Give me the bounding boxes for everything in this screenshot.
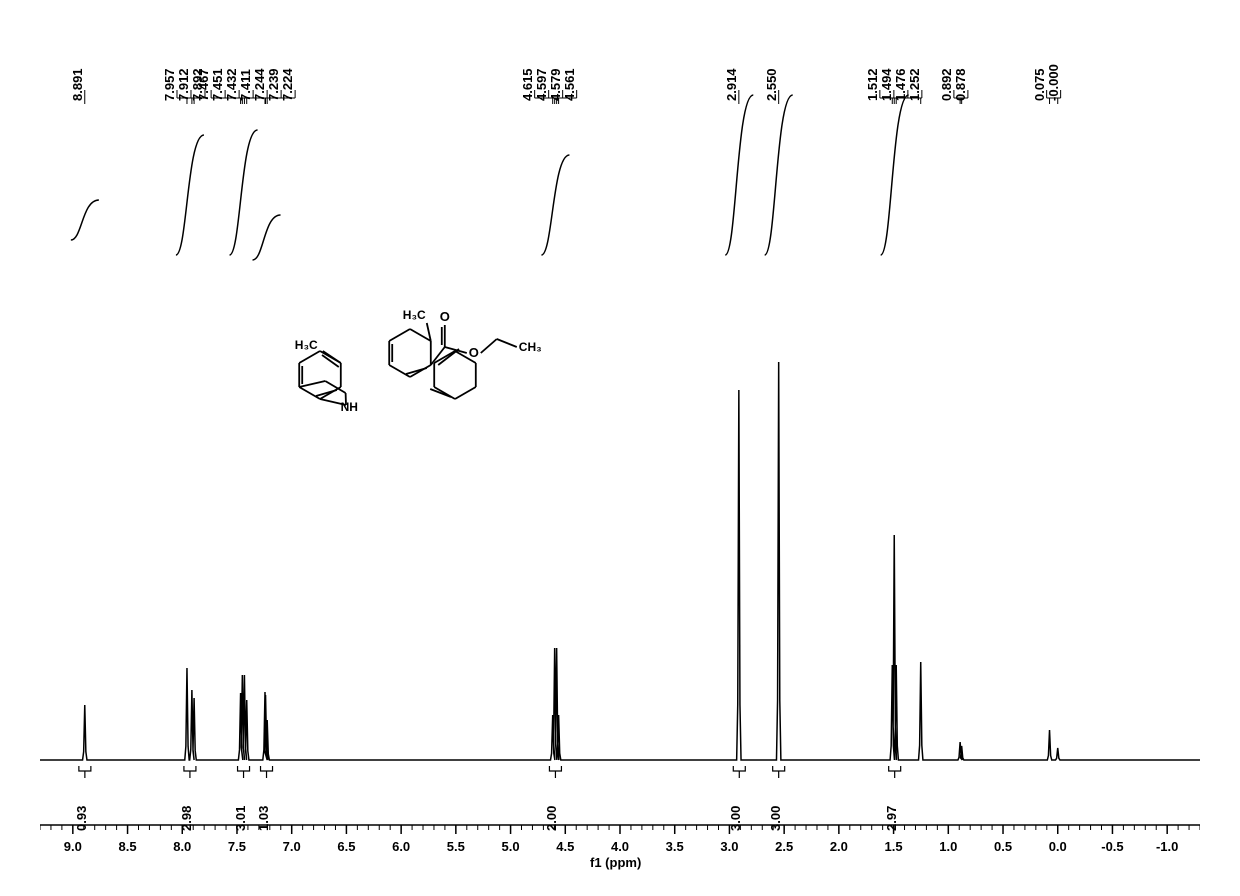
peak-label: 7.224 [280,68,295,101]
axis-tick-label: 5.5 [447,839,465,854]
axis-tick-label: -0.5 [1101,839,1123,854]
peak-label: 8.891 [70,68,85,101]
axis-tick-label: 9.0 [64,839,82,854]
peak-label: 7.432 [224,68,239,101]
axis-tick-label: 0.5 [994,839,1012,854]
peak-label: 1.512 [865,68,880,101]
axis-tick-label: 3.0 [720,839,738,854]
axis-tick-label: 1.0 [939,839,957,854]
axis-tick-label: 0.0 [1049,839,1067,854]
axis-tick-label: 6.0 [392,839,410,854]
peak-label: 1.476 [893,68,908,101]
peak-label: 0.878 [953,68,968,101]
peak-label: 2.550 [764,68,779,101]
peak-label: 0.892 [939,68,954,101]
axis-tick-label: 6.5 [337,839,355,854]
peak-label: 4.615 [520,68,535,101]
svg-text:H₃C: H₃C [403,308,426,322]
integration-label: 3.00 [728,806,743,831]
peak-label: 7.467 [196,68,211,101]
peak-label: 1.252 [907,68,922,101]
peak-label: 7.411 [238,69,253,101]
axis-tick-label: 4.0 [611,839,629,854]
peak-label: -0.000 [1046,64,1061,101]
peak-label: 1.494 [879,68,894,101]
integration-curves [71,95,909,260]
integration-label: 1.03 [256,806,271,831]
axis-title: f1 (ppm) [590,855,641,870]
peak-label: 4.561 [562,68,577,101]
peak-label: 4.597 [534,68,549,101]
axis-tick-label: 3.5 [666,839,684,854]
peak-label: 0.075 [1032,68,1047,101]
integration-label: 0.93 [74,806,89,831]
svg-text:O: O [469,345,479,360]
axis-tick-label: 1.5 [885,839,903,854]
svg-text:NH: NH [341,400,358,414]
peak-label: 7.912 [176,68,191,101]
integration-label: 3.00 [768,806,783,831]
peak-label: 7.451 [210,68,225,101]
axis-tick-label: 5.0 [502,839,520,854]
svg-text:CH₃: CH₃ [519,340,542,354]
integration-label: 2.97 [884,806,899,831]
peak-label: 7.244 [252,68,267,101]
axis-tick-label: 8.0 [173,839,191,854]
integration-label: 2.98 [179,806,194,831]
axis-tick-label: 4.5 [556,839,574,854]
integration-label: 2.00 [544,806,559,831]
axis-tick-label: 8.5 [119,839,137,854]
integration-markers [79,766,901,778]
x-axis [40,825,1200,834]
peak-label: 4.579 [548,68,563,101]
svg-text:H₃C: H₃C [295,338,318,352]
spectrum-line [40,362,1200,760]
axis-tick-label: -1.0 [1156,839,1178,854]
integration-label: 3.01 [233,806,248,831]
svg-text:O: O [440,309,450,324]
chemical-structure: H₃C H₃C O O CH₃ NH [295,308,542,414]
axis-tick-label: 7.0 [283,839,301,854]
peak-label: 7.957 [162,68,177,101]
nmr-plot-area: H₃CH₃COOCH₃NH 8.8917.9577.9127.8927.4677… [40,15,1200,865]
axis-tick-label: 7.5 [228,839,246,854]
peak-label: 2.914 [724,68,739,101]
axis-tick-label: 2.0 [830,839,848,854]
axis-tick-label: 2.5 [775,839,793,854]
peak-label: 7.239 [266,68,281,101]
